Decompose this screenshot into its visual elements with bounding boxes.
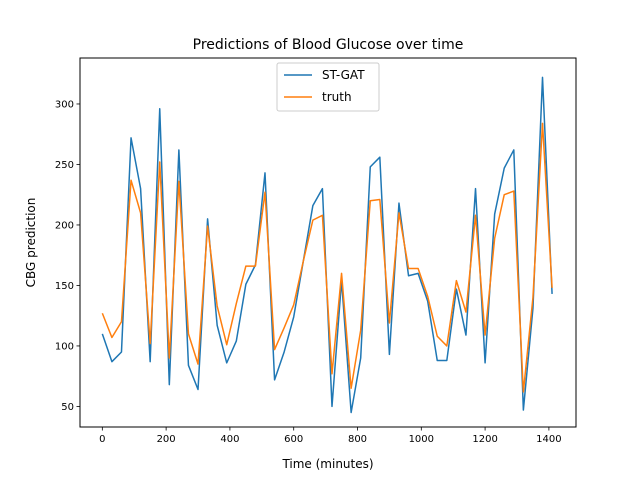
y-tick-label: 100 xyxy=(55,341,74,352)
y-tick-label: 200 xyxy=(55,220,74,231)
legend-label-truth: truth xyxy=(322,90,352,104)
legend: ST-GAT truth xyxy=(276,62,380,112)
x-axis: 0 200 400 600 800 1000 1200 1400 xyxy=(99,427,562,445)
x-tick-label: 0 xyxy=(99,434,105,445)
x-tick-label: 1200 xyxy=(472,434,497,445)
chart-title: Predictions of Blood Glucose over time xyxy=(193,37,464,53)
y-tick-label: 50 xyxy=(61,402,74,413)
legend-label-st-gat: ST-GAT xyxy=(322,68,365,82)
x-tick-label: 200 xyxy=(157,434,176,445)
x-axis-label: Time (minutes) xyxy=(281,457,373,471)
x-tick-label: 800 xyxy=(348,434,367,445)
series-layer xyxy=(101,76,553,414)
y-axis-label: CBG prediction xyxy=(24,198,38,288)
x-tick-label: 1000 xyxy=(409,434,434,445)
plot-frame xyxy=(79,57,577,428)
series-line-1 xyxy=(101,122,553,393)
y-axis: 50 100 150 200 250 300 xyxy=(55,99,80,413)
x-tick-label: 600 xyxy=(284,434,303,445)
y-tick-label: 300 xyxy=(55,99,74,110)
y-tick-label: 150 xyxy=(55,281,74,292)
x-tick-label: 1400 xyxy=(536,434,561,445)
y-tick-label: 250 xyxy=(55,160,74,171)
x-tick-label: 400 xyxy=(220,434,239,445)
